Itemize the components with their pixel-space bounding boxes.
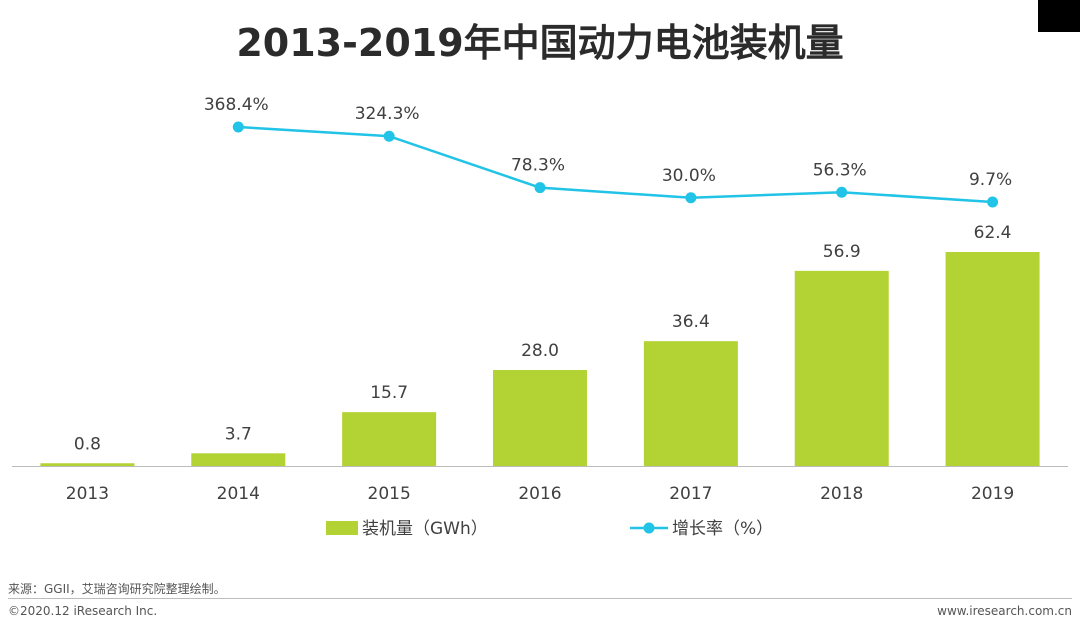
bar-2013	[40, 463, 135, 466]
bar-value-label: 62.4	[974, 223, 1012, 243]
bar-2018	[794, 270, 889, 466]
chart: 0.8 3.7 15.7 28.0 36.4 56.9 62.4 2013 2014 2015 20…	[12, 95, 1068, 539]
x-tick-label: 2018	[820, 484, 863, 504]
bar-value-label: 15.7	[370, 383, 408, 403]
growth-value-label: 56.3%	[813, 160, 867, 180]
bar-2015	[342, 412, 437, 466]
x-tick-label: 2019	[971, 484, 1014, 504]
corner-decoration	[1038, 0, 1080, 32]
growth-value-label: 78.3%	[511, 156, 565, 176]
x-tick-label: 2014	[217, 484, 260, 504]
growth-value-label: 368.4%	[204, 95, 269, 115]
growth-value-label: 30.0%	[662, 166, 716, 186]
growth-point-2015	[383, 130, 395, 142]
growth-point-2018	[836, 186, 848, 198]
bar-2017	[643, 341, 738, 466]
x-tick-label: 2013	[66, 484, 109, 504]
bar-2014	[191, 453, 286, 466]
bar-value-label: 3.7	[225, 424, 252, 444]
x-tick-label: 2016	[518, 484, 561, 504]
growth-point-2014	[232, 121, 244, 133]
growth-line	[238, 125, 993, 204]
legend-bar-label: 装机量（GWh）	[362, 519, 488, 539]
x-tick-label: 2017	[669, 484, 712, 504]
legend-line-marker	[643, 522, 655, 534]
chart-title: 2013-2019年中国动力电池装机量	[236, 21, 844, 65]
bar-2016	[493, 369, 587, 466]
bar-value-label: 0.8	[74, 434, 101, 454]
bar-value-label: 56.9	[823, 242, 861, 262]
bar-value-label: 36.4	[672, 312, 710, 332]
growth-value-label: 324.3%	[355, 104, 420, 124]
bar-2019	[945, 252, 1040, 466]
copyright-text: ©2020.12 iResearch Inc.	[8, 604, 158, 618]
growth-point-2017	[685, 192, 697, 204]
legend-line-label: 增长率（%）	[672, 519, 773, 539]
growth-point-2019	[987, 196, 999, 208]
source-note: 来源：GGII，艾瑞咨询研究院整理绘制。	[8, 582, 226, 596]
legend-bar-swatch	[326, 521, 358, 535]
x-tick-label: 2015	[368, 484, 411, 504]
footer-divider	[8, 598, 1072, 599]
growth-value-label: 9.7%	[969, 170, 1012, 190]
website-link[interactable]: www.iresearch.com.cn	[937, 604, 1072, 618]
growth-point-2016	[534, 182, 546, 194]
bar-value-label: 28.0	[521, 341, 559, 361]
